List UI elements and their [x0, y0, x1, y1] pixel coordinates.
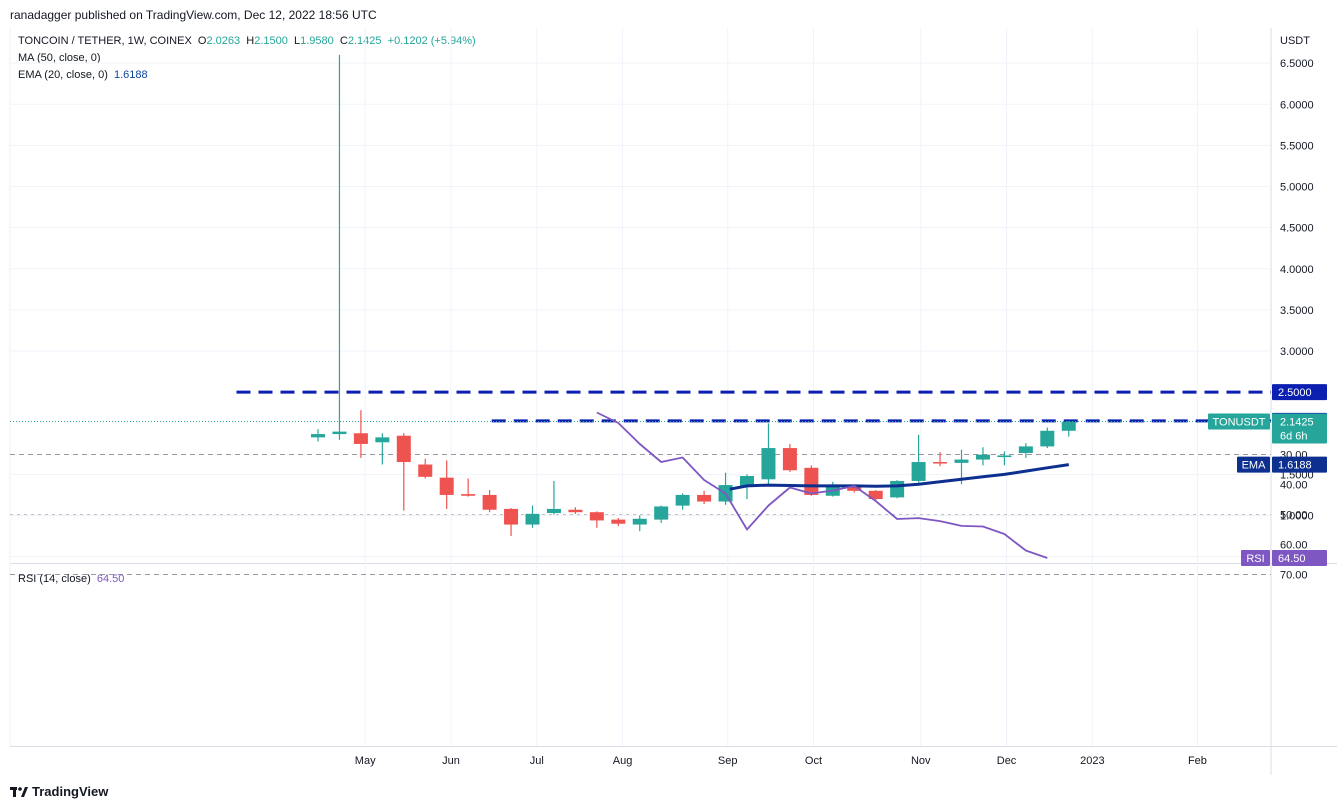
- rsi-tick-label: 60.00: [1280, 540, 1308, 552]
- candle-body[interactable]: [761, 448, 776, 480]
- candle-body[interactable]: [611, 519, 626, 524]
- ema-legend: EMA (20, close, 0) 1.6188: [18, 69, 148, 81]
- candle-body[interactable]: [482, 494, 497, 510]
- candle-body[interactable]: [997, 455, 1012, 458]
- candle-body[interactable]: [847, 486, 862, 491]
- candle-body[interactable]: [804, 467, 819, 495]
- rsi-name-tag-bg: [1241, 550, 1270, 566]
- open-value: 2.0263: [206, 35, 241, 47]
- time-tick-label: May: [355, 755, 376, 767]
- candle-body[interactable]: [782, 448, 797, 471]
- price-tick-label: 4.0000: [1280, 264, 1314, 276]
- price-tick-label: 5.0000: [1280, 182, 1314, 194]
- rsi-tick-label: 50.00: [1280, 510, 1308, 522]
- candle-body[interactable]: [461, 494, 476, 496]
- ema-name-tag: EMA: [1242, 460, 1267, 472]
- time-tick-label: Sep: [718, 755, 738, 767]
- time-tick-label: 2023: [1080, 755, 1104, 767]
- candle-body[interactable]: [868, 490, 883, 500]
- symbol-tag: TONUSDT: [1213, 417, 1266, 429]
- low-value: 1.9580: [300, 35, 334, 47]
- price-tag-bg: [1272, 413, 1327, 444]
- ema-name-tag-bg: [1237, 456, 1270, 473]
- ma-legend: MA (50, close, 0): [18, 52, 101, 64]
- candle-body[interactable]: [353, 433, 368, 444]
- time-tick-label: Jun: [442, 755, 460, 767]
- candle-body[interactable]: [589, 512, 604, 521]
- candle-body[interactable]: [1040, 430, 1055, 447]
- rsi-tick-label: 40.00: [1280, 480, 1308, 492]
- brand-name: TradingView: [32, 784, 109, 799]
- candle-body[interactable]: [504, 508, 519, 525]
- candle-body[interactable]: [375, 437, 390, 443]
- candle-body[interactable]: [911, 462, 926, 481]
- time-tick-label: Dec: [997, 755, 1017, 767]
- candle-body[interactable]: [418, 464, 433, 477]
- tradingview-brand[interactable]: TradingView: [10, 784, 108, 799]
- rsi-tick-label: 70.00: [1280, 570, 1308, 582]
- ema-value-tag: 1.6188: [1278, 460, 1312, 472]
- ema-value-tag-bg: [1272, 456, 1327, 473]
- currency-label: USDT: [1280, 35, 1310, 47]
- candle-body[interactable]: [439, 477, 454, 495]
- price-tick-label: 4.5000: [1280, 223, 1314, 235]
- candle-body[interactable]: [568, 509, 583, 513]
- close-value: 2.1425: [347, 35, 382, 47]
- candle-body[interactable]: [1061, 421, 1076, 431]
- level-tag-bg: [1272, 384, 1327, 401]
- time-tick-label: Jul: [530, 755, 544, 767]
- time-tick-label: Feb: [1188, 755, 1207, 767]
- price-tick-label: 6.5000: [1280, 58, 1314, 70]
- candle-body[interactable]: [525, 513, 540, 525]
- rsi-value-tag-bg: [1272, 550, 1327, 566]
- ema-legend-value: 1.6188: [114, 69, 148, 81]
- rsi-legend: RSI (14, close) 64.50: [18, 573, 125, 585]
- symbol-legend: TONCOIN / TETHER, 1W, COINEX O2.0263 H2.…: [18, 35, 476, 47]
- symbol-tag-bg: [1208, 413, 1270, 430]
- candle-body[interactable]: [546, 508, 561, 514]
- candle-body[interactable]: [740, 476, 754, 486]
- time-tick-label: Nov: [911, 755, 931, 767]
- tradingview-logo-icon: [10, 786, 28, 797]
- published-by: ranadagger published on TradingView.com,…: [10, 8, 377, 22]
- candle-body[interactable]: [975, 454, 990, 460]
- candle-body[interactable]: [933, 462, 948, 464]
- time-tick-label: Oct: [805, 755, 822, 767]
- high-value: 2.1500: [254, 35, 288, 47]
- rsi-value-tag: 64.50: [1278, 553, 1306, 565]
- candle-body[interactable]: [311, 434, 325, 438]
- price-tick-label: 3.5000: [1280, 305, 1314, 317]
- candle-body[interactable]: [697, 494, 712, 502]
- candle-body[interactable]: [396, 435, 411, 463]
- candle-body[interactable]: [332, 431, 347, 435]
- ema-line[interactable]: [729, 463, 1070, 491]
- candle-body[interactable]: [632, 518, 647, 525]
- candle-body[interactable]: [1018, 446, 1033, 453]
- price-tick-label: 6.0000: [1280, 99, 1314, 111]
- price-tick-label: 5.5000: [1280, 140, 1314, 152]
- rsi-legend-value: 64.50: [96, 573, 125, 585]
- candle-body[interactable]: [890, 480, 905, 498]
- level-tag: 2.5000: [1278, 387, 1312, 399]
- time-tick-label: Aug: [613, 755, 633, 767]
- rsi-name-tag: RSI: [1246, 553, 1264, 565]
- candle-body[interactable]: [954, 459, 969, 463]
- candle-body[interactable]: [675, 494, 690, 506]
- change-value: +0.1202 (+5.94%): [387, 35, 476, 47]
- price-tick-label: 1.0000: [1280, 511, 1314, 523]
- price-tag-countdown: 6d 6h: [1280, 431, 1308, 443]
- symbol-title: TONCOIN / TETHER, 1W, COINEX: [18, 35, 192, 47]
- price-tick-label: 3.0000: [1280, 346, 1314, 358]
- rsi-line[interactable]: [596, 411, 1048, 559]
- candle-body[interactable]: [654, 506, 669, 520]
- price-tag-value: 2.1425: [1280, 417, 1314, 429]
